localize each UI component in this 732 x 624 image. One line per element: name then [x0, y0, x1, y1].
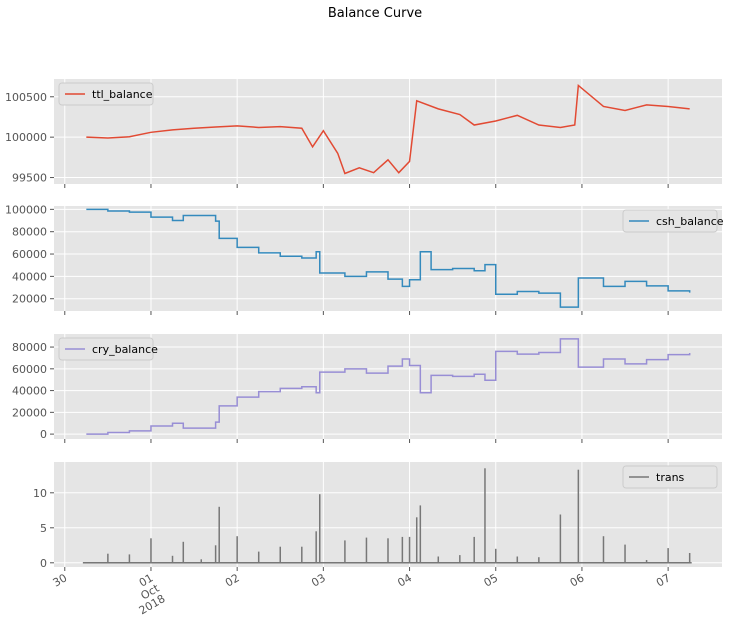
- y-tick-label: 60000: [12, 363, 47, 376]
- y-tick-label: 20000: [12, 406, 47, 419]
- y-tick-label: 5: [40, 522, 47, 535]
- y-tick-label: 60000: [12, 248, 47, 261]
- y-tick-label: 0: [40, 557, 47, 570]
- x-tick-label: 05: [482, 571, 501, 589]
- svg-text:01Oct2018: 01Oct2018: [125, 571, 168, 617]
- y-tick-label: 100000: [5, 203, 47, 216]
- svg-text:03: 03: [309, 571, 328, 589]
- legend-box: [622, 209, 718, 233]
- svg-text:07: 07: [654, 571, 673, 589]
- legend-cry_balance: cry_balance: [58, 337, 158, 361]
- x-tick-label: 06: [568, 571, 587, 589]
- cry_balance-line: [86, 338, 691, 435]
- panel-background: [54, 206, 722, 311]
- legend-ttl_balance: ttl_balance: [58, 82, 154, 106]
- legend-label: cry_balance: [92, 343, 158, 356]
- svg-text:05: 05: [482, 571, 501, 589]
- y-tick-label: 10: [33, 487, 47, 500]
- y-tick-label: 80000: [12, 226, 47, 239]
- chart-title: Balance Curve: [328, 6, 422, 21]
- legend-label: trans: [656, 471, 685, 484]
- panel-background: [54, 334, 722, 439]
- legend-label: ttl_balance: [92, 88, 153, 101]
- y-tick-label: 40000: [12, 385, 47, 398]
- x-tick-label: 03: [309, 571, 328, 589]
- legend-box: [58, 337, 154, 361]
- y-tick-label: 99500: [12, 172, 47, 185]
- legend-trans: trans: [622, 465, 718, 489]
- x-tick-label: 07: [654, 571, 673, 589]
- legend-box: [58, 82, 154, 106]
- panel-csh_balance: 20000 40000 60000 80000 100000 csh_balance: [5, 203, 724, 315]
- svg-text:30: 30: [51, 571, 70, 589]
- legend-csh_balance: csh_balance: [622, 209, 724, 233]
- x-tick-label: 04: [395, 571, 414, 589]
- x-tick-label: 01Oct2018: [125, 571, 168, 617]
- y-tick-label: 100000: [5, 131, 47, 144]
- panel-trans: 0 5 10 trans: [33, 462, 722, 571]
- y-tick-label: 40000: [12, 270, 47, 283]
- y-tick-label: 20000: [12, 293, 47, 306]
- svg-text:06: 06: [568, 571, 587, 589]
- y-tick-label: 0: [40, 428, 47, 441]
- panel-cry_balance: 0 20000 40000 60000 80000 cry_balance: [12, 334, 722, 443]
- panel-ttl_balance: 99500 100000 100500 ttl_balance: [5, 79, 722, 188]
- y-tick-label: 80000: [12, 341, 47, 354]
- csh_balance-line: [86, 208, 691, 308]
- x-tick-label: 30: [51, 571, 70, 589]
- ttl_balance-line: [86, 83, 690, 175]
- svg-text:04: 04: [395, 571, 414, 589]
- legend-box: [622, 465, 718, 489]
- x-tick-label: 02: [223, 571, 242, 589]
- svg-text:02: 02: [223, 571, 242, 589]
- y-tick-label: 100500: [5, 91, 47, 104]
- legend-label: csh_balance: [656, 215, 724, 228]
